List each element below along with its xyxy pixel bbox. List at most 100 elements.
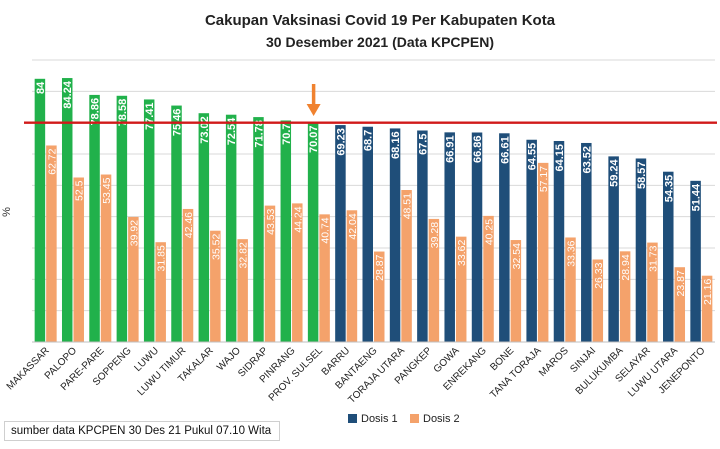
bar-dosis-1 (198, 113, 210, 342)
bar-dosis-1 (417, 130, 428, 342)
bar-dosis-2 (647, 242, 658, 342)
value-label-dosis-2: 44.24 (292, 206, 304, 232)
x-tick-label: MAROS (537, 345, 571, 379)
value-label-dosis-2: 33.62 (456, 240, 468, 266)
reference-layer (24, 84, 717, 124)
bar-dosis-1 (61, 78, 73, 342)
value-label-dosis-1: 84.24 (62, 80, 74, 108)
value-label-dosis-1: 67.5 (417, 134, 429, 155)
value-label-dosis-1: 51.44 (691, 183, 703, 211)
value-label-dosis-2: 26.33 (593, 262, 605, 288)
bar-dosis-2 (182, 208, 194, 342)
value-label-dosis-1: 68.7 (363, 130, 375, 151)
chart-subtitle: 30 Desember 2021 (Data KPCPEN) (266, 34, 494, 50)
value-label-dosis-2: 62.72 (46, 148, 58, 174)
legend-swatch-dosis-2 (410, 414, 419, 423)
bar-dosis-1 (553, 140, 565, 342)
value-label-dosis-1: 70.7 (281, 123, 293, 144)
value-label-dosis-2: 40.25 (484, 219, 496, 245)
x-tick-label: TANA TORAJA (488, 345, 544, 401)
bar-dosis-2 (346, 210, 358, 342)
bar-dosis-2 (701, 275, 713, 342)
bar-dosis-2 (565, 237, 576, 342)
value-label-dosis-1: 77.41 (144, 102, 156, 130)
value-label-dosis-1: 59.24 (609, 159, 621, 187)
value-label-dosis-2: 32.82 (238, 242, 250, 268)
bar-dosis-2 (155, 242, 166, 342)
value-label-dosis-1: 71.78 (253, 120, 265, 148)
bar-dosis-1 (635, 158, 647, 342)
bar-dosis-2 (100, 174, 112, 342)
value-label-dosis-2: 33.36 (565, 240, 577, 266)
source-note: sumber data KPCPEN 30 Des 21 Pukul 07.10… (11, 425, 272, 437)
bar-dosis-1 (362, 126, 373, 343)
value-label-dosis-2: 43.53 (265, 208, 277, 234)
bar-dosis-2 (455, 236, 467, 342)
value-label-dosis-1: 54.35 (663, 175, 675, 203)
value-label-dosis-1: 66.61 (499, 136, 511, 164)
value-label-dosis-1: 66.91 (445, 135, 457, 163)
bar-dosis-1 (581, 142, 592, 342)
bar-dosis-1 (143, 99, 155, 342)
bar-dosis-2 (374, 251, 385, 342)
value-label-dosis-1: 78.58 (117, 99, 129, 127)
bar-dosis-1 (335, 125, 346, 342)
x-tick-label: MAKASSAR (5, 345, 52, 392)
bar-dosis-2 (510, 240, 522, 342)
bar-dosis-2 (483, 215, 494, 342)
legend: Dosis 1 Dosis 2 (348, 413, 460, 425)
value-label-dosis-2: 32.54 (511, 243, 523, 269)
bar-dosis-2 (428, 218, 440, 342)
value-label-dosis-2: 39.28 (429, 222, 441, 248)
value-label-dosis-1: 78.86 (90, 98, 102, 126)
bar-dosis-1 (307, 122, 319, 343)
bar-dosis-2 (619, 251, 631, 342)
value-label-dosis-2: 31.85 (156, 245, 168, 271)
bar-dosis-2 (210, 230, 221, 342)
value-label-dosis-2: 42.04 (347, 213, 359, 239)
bar-dosis-2 (237, 239, 248, 342)
bar-dosis-1 (526, 139, 537, 342)
value-label-dosis-1: 66.86 (472, 136, 484, 164)
bar-dosis-2 (292, 203, 303, 342)
bar-dosis-1 (663, 171, 674, 342)
bar-dosis-1 (608, 156, 619, 342)
bar-dosis-1 (89, 94, 100, 342)
bar-dosis-2 (73, 177, 84, 342)
value-label-dosis-2: 28.87 (374, 254, 386, 280)
bar-dosis-2 (592, 259, 604, 342)
value-label-dosis-1: 84 (35, 81, 47, 94)
value-label-dosis-2: 40.74 (320, 217, 332, 243)
bar-dosis-2 (319, 214, 330, 342)
bar-dosis-2 (46, 145, 57, 342)
value-label-dosis-1: 64.15 (554, 144, 566, 172)
bar-dosis-1 (280, 120, 292, 343)
value-label-dosis-2: 28.94 (620, 254, 632, 280)
chart-title: Cakupan Vaksinasi Covid 19 Per Kabupaten… (205, 12, 556, 29)
source-note-box: sumber data KPCPEN 30 Des 21 Pukul 07.10… (4, 421, 280, 441)
value-label-dosis-1: 70.07 (308, 125, 320, 153)
value-label-dosis-2: 57.17 (538, 166, 550, 192)
y-axis-label: % (1, 207, 13, 217)
down-arrow-icon (306, 84, 321, 116)
value-label-dosis-1: 68.16 (390, 131, 402, 159)
value-label-dosis-2: 52.5 (74, 180, 86, 201)
bar-dosis-2 (264, 205, 276, 342)
value-label-dosis-1: 64.55 (527, 143, 539, 171)
bar-dosis-1 (34, 78, 46, 343)
value-label-dosis-2: 42.46 (183, 212, 195, 238)
legend-label-dosis-1: Dosis 1 (361, 413, 398, 425)
value-label-dosis-1: 73.02 (199, 116, 211, 144)
bar-dosis-1 (116, 95, 128, 342)
bar-dosis-2 (128, 216, 139, 342)
bar-dosis-1 (171, 105, 182, 342)
bar-dosis-1 (471, 132, 483, 342)
bars-group: 84 62.72 84.24 52.5 78.86 53.45 78.58 39.92 77.4… (32, 78, 715, 343)
bar-dosis-1 (225, 114, 237, 342)
value-label-dosis-2: 53.45 (101, 177, 113, 203)
value-label-dosis-1: 63.52 (581, 146, 593, 174)
value-label-dosis-2: 35.52 (210, 234, 222, 260)
bar-dosis-1 (253, 117, 264, 343)
